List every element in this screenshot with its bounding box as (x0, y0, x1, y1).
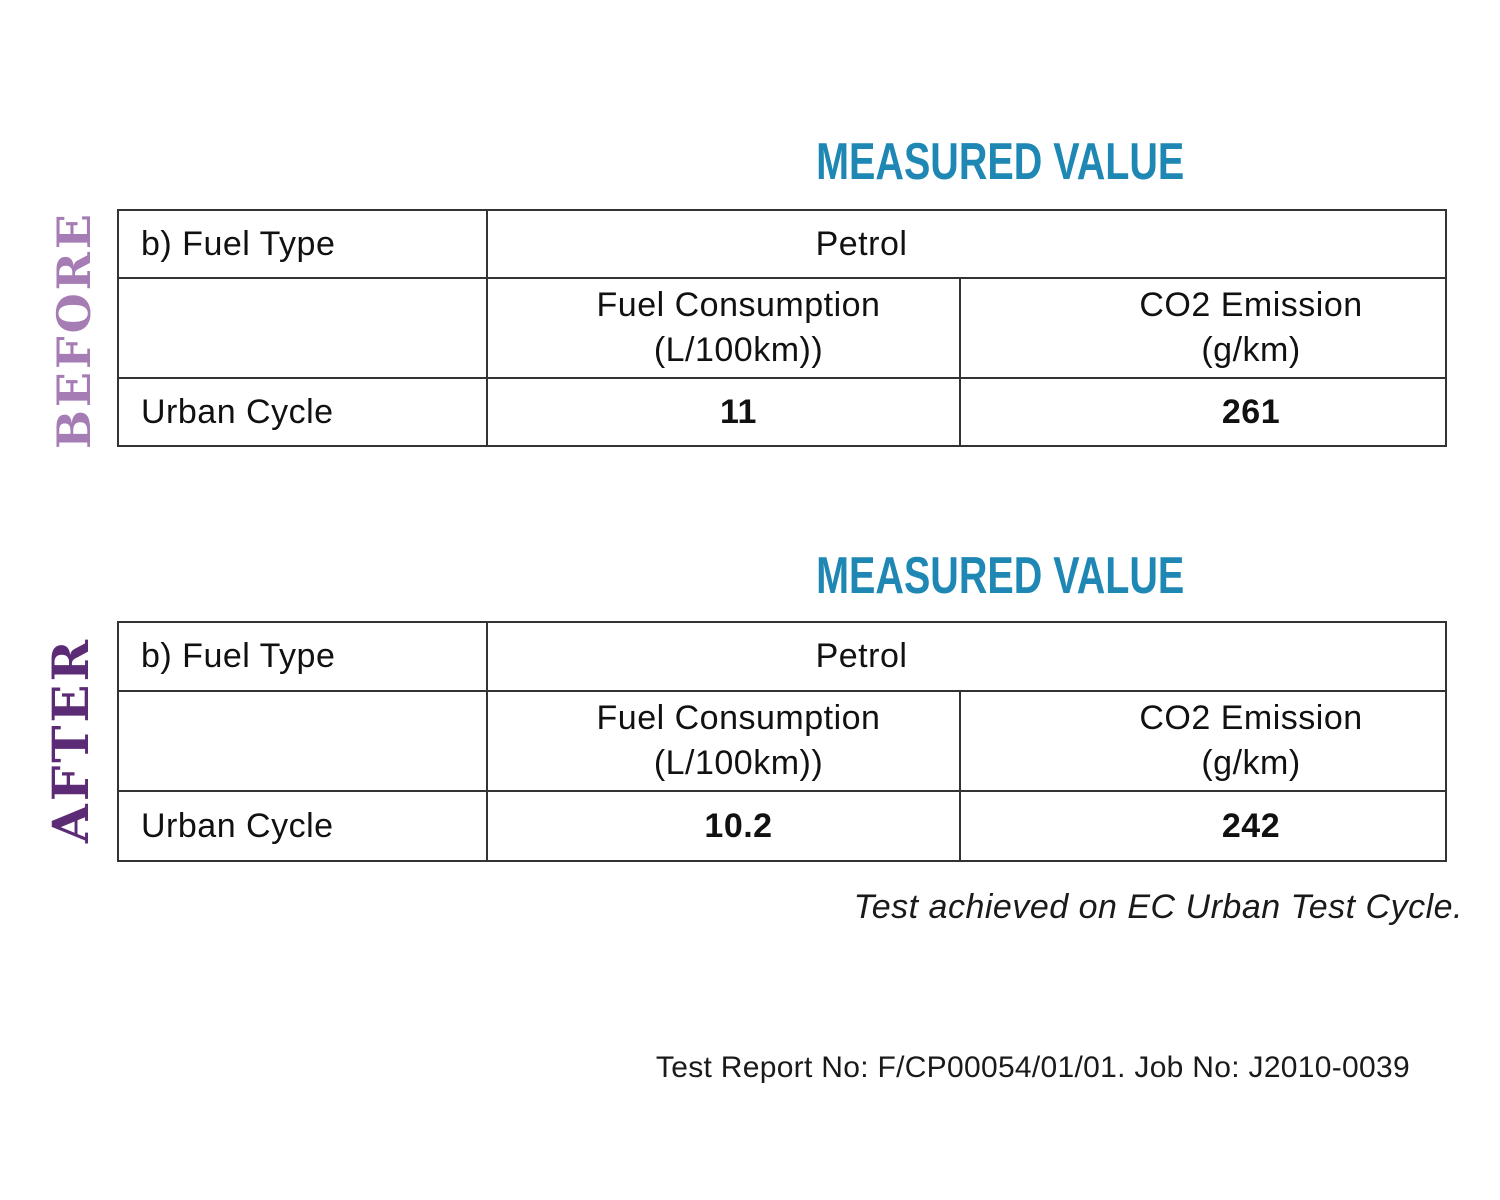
measured-value-title-after-text: MEASURED VALUE (815, 547, 1185, 605)
co2-emission-value-cell: 242 (958, 790, 1448, 862)
fuel-consumption-header-cell: Fuel Consumption (L/100km)) (486, 277, 961, 379)
urban-cycle-label-cell: Urban Cycle (117, 377, 488, 447)
table-row: Urban Cycle 11 261 (117, 377, 1448, 447)
before-measurement-table: b) Fuel Type Petrol Fuel Consumption (L/… (117, 209, 1448, 447)
table-row: b) Fuel Type Petrol (117, 621, 1448, 692)
table-row: Fuel Consumption (L/100km)) CO2 Emission… (117, 277, 1448, 379)
co2-emission-header-cell: CO2 Emission (g/km) (958, 277, 1448, 379)
fuel-consumption-value-cell: 11 (486, 377, 961, 447)
measured-value-title-before-text: MEASURED VALUE (815, 133, 1185, 191)
urban-cycle-label-cell: Urban Cycle (117, 790, 488, 862)
test-cycle-footnote: Test achieved on EC Urban Test Cycle. (853, 888, 1463, 926)
empty-header-cell (117, 690, 488, 792)
table-row: Urban Cycle 10.2 242 (117, 790, 1448, 862)
co2-emission-header-cell: CO2 Emission (g/km) (958, 690, 1448, 792)
after-measurement-table: b) Fuel Type Petrol Fuel Consumption (L/… (117, 621, 1448, 862)
fuel-type-label-cell: b) Fuel Type (117, 209, 488, 279)
fuel-consumption-header-cell: Fuel Consumption (L/100km)) (486, 690, 961, 792)
after-side-label: AFTER (41, 636, 100, 844)
fuel-consumption-value-cell: 10.2 (486, 790, 961, 862)
co2-emission-value-cell: 261 (958, 377, 1448, 447)
fuel-type-label-cell: b) Fuel Type (117, 621, 488, 692)
fuel-type-value-cell: Petrol (485, 209, 1448, 279)
table-row: Fuel Consumption (L/100km)) CO2 Emission… (117, 690, 1448, 792)
before-side-label: BEFORE (47, 211, 101, 449)
table-row: b) Fuel Type Petrol (117, 209, 1448, 279)
fuel-type-value-cell: Petrol (485, 621, 1448, 692)
measured-value-title-after: MEASURED VALUE (600, 550, 1400, 602)
measured-value-title-before: MEASURED VALUE (600, 136, 1400, 188)
report-number-line: Test Report No: F/CP00054/01/01. Job No:… (655, 1051, 1410, 1084)
empty-header-cell (117, 277, 488, 379)
